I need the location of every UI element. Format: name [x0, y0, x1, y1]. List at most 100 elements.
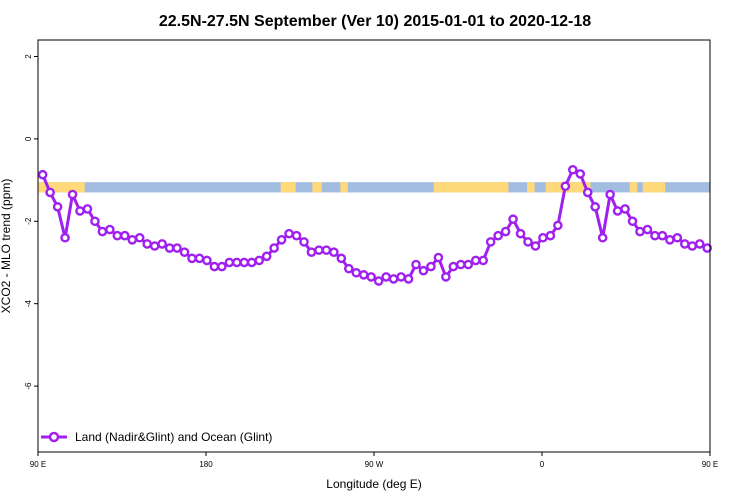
data-point [515, 228, 526, 239]
data-point [45, 187, 55, 198]
data-point [575, 169, 586, 179]
data-point [493, 230, 503, 241]
land-segment [527, 182, 535, 193]
data-point [269, 243, 279, 253]
plot-frame [37, 39, 711, 453]
data-point [254, 255, 265, 266]
data-point [157, 239, 167, 249]
data-point [463, 259, 474, 270]
data-point [590, 202, 601, 212]
data-point [112, 230, 123, 241]
data-point [90, 216, 100, 227]
data-point [358, 270, 369, 280]
x-tick-label: 90 E [30, 460, 46, 469]
data-point [635, 226, 645, 237]
data-point [605, 189, 615, 200]
data-point [672, 232, 683, 243]
x-tick-label: 90 W [365, 460, 384, 469]
data-point [620, 204, 630, 214]
data-point [680, 239, 690, 249]
data-point [314, 245, 324, 255]
data-point [545, 230, 556, 241]
data-point [455, 259, 466, 270]
y-tick-label: -4 [24, 300, 33, 308]
data-point [650, 230, 660, 241]
data-point [694, 239, 705, 249]
data-point [239, 257, 250, 268]
data-point [418, 265, 429, 276]
data-point [149, 241, 160, 251]
data-point [426, 261, 436, 272]
data-point [485, 237, 496, 247]
axis-ticks: 90 E 180 90 W 0 90 E 2 0 -2 -4 -6 [24, 54, 718, 469]
data-point [179, 247, 190, 257]
legend: Land (Nadir&Glint) and Ocean (Glint) [41, 430, 272, 444]
data-point [120, 230, 130, 241]
data-point [75, 206, 85, 216]
land-segment [312, 182, 322, 193]
data-point [403, 274, 414, 284]
data-point [441, 272, 451, 282]
data-point [351, 267, 362, 278]
data-point [246, 257, 257, 268]
data-point [478, 255, 489, 266]
data-point [291, 230, 302, 241]
legend-label: Land (Nadir&Glint) and Ocean (Glint) [75, 430, 272, 444]
data-point [52, 202, 63, 212]
data-point [343, 263, 354, 274]
x-axis-label: Longitude (deg E) [326, 477, 421, 491]
land-segment [280, 182, 296, 193]
data-point [82, 204, 93, 214]
data-point [194, 253, 205, 264]
land-segment [629, 182, 638, 193]
data-point [642, 224, 653, 235]
data-point [217, 261, 227, 272]
data-point [612, 206, 623, 216]
data-point [67, 189, 78, 200]
data-point [470, 255, 481, 266]
data-point [172, 243, 182, 253]
y-tick-label: 2 [24, 54, 33, 59]
data-point [373, 276, 384, 286]
data-point [553, 220, 563, 231]
data-point [597, 232, 608, 243]
data-point [60, 232, 70, 243]
data-point [329, 247, 339, 257]
data-point [448, 261, 459, 272]
data-point [433, 252, 444, 263]
data-point [627, 216, 638, 227]
y-tick-label: -6 [24, 382, 33, 390]
data-point [202, 255, 212, 266]
data-point [538, 232, 548, 243]
data-point [523, 237, 533, 247]
series-layer [37, 164, 713, 286]
data-point [508, 214, 518, 225]
data-point [187, 253, 197, 264]
data-point [134, 232, 145, 243]
data-point [164, 243, 175, 253]
data-point [665, 235, 675, 245]
data-point [306, 247, 317, 257]
data-point [276, 235, 287, 245]
data-point [105, 224, 115, 235]
data-point [657, 230, 668, 241]
ocean-band [38, 182, 710, 193]
data-point [366, 272, 377, 282]
data-point [209, 261, 220, 272]
legend-marker [48, 431, 60, 443]
x-tick-label: 180 [199, 460, 213, 469]
chart-title: 22.5N-27.5N September (Ver 10) 2015-01-0… [159, 13, 591, 30]
data-point [127, 235, 138, 245]
data-point [568, 164, 578, 175]
data-point [261, 251, 272, 262]
data-point [687, 241, 698, 251]
data-point [224, 257, 235, 268]
y-tick-label: 0 [24, 136, 33, 141]
data-point [321, 245, 332, 255]
data-point [299, 237, 309, 247]
data-point [702, 243, 713, 253]
data-point [500, 226, 511, 237]
x-tick-label: 0 [540, 460, 545, 469]
y-tick-label: -2 [24, 217, 33, 225]
